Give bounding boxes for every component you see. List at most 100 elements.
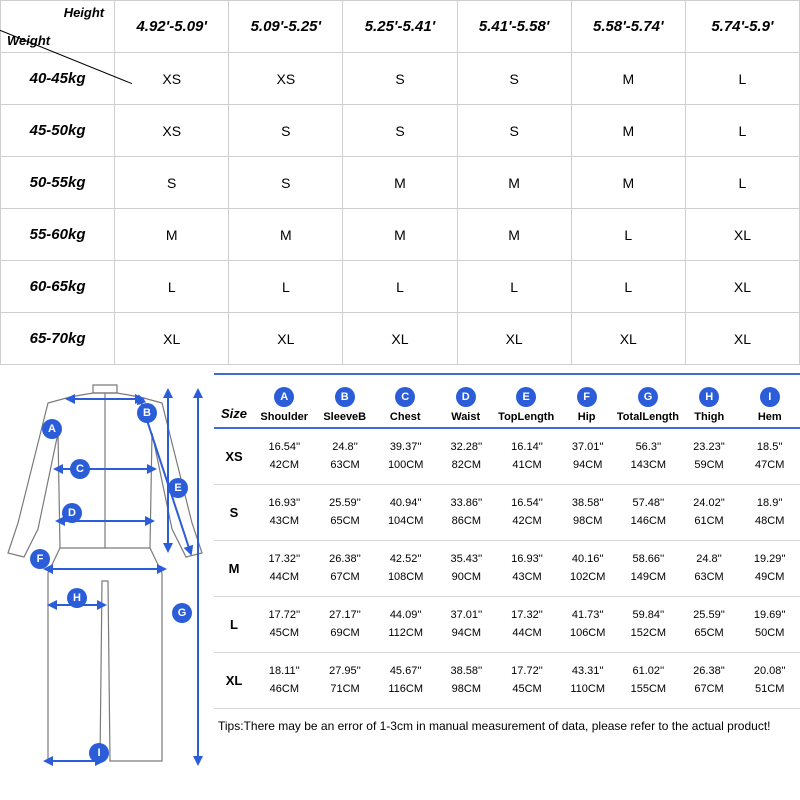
meas-col-letter-icon: E [516,387,536,407]
meas-cell: 41.73''106CM [557,597,618,652]
diagram-badge-a: A [42,419,62,439]
meas-col-letter-icon: G [638,387,658,407]
meas-col-label: Waist [435,411,495,423]
meas-cell: 25.59''65CM [679,597,740,652]
garment-svg [0,373,210,773]
size-cell: M [457,209,571,261]
size-cell: L [457,261,571,313]
size-cell: XL [685,261,799,313]
meas-cell: 37.01''94CM [436,597,497,652]
meas-col-header: D Waist [435,387,495,427]
size-cell: S [115,157,229,209]
size-cell: M [115,209,229,261]
meas-cell: 17.32''44CM [497,597,558,652]
meas-cell: 24.02''61CM [679,485,740,540]
size-cell: XL [229,313,343,365]
meas-cell: 20.08''51CM [739,653,800,708]
meas-cell: 23.23''59CM [679,429,740,484]
meas-cell: 18.11''46CM [254,653,315,708]
tips-text: Tips:There may be an error of 1-3cm in m… [214,709,800,733]
size-cell: S [229,157,343,209]
size-cell: M [343,157,457,209]
meas-col-header: AShoulder [254,387,314,427]
meas-cell: 44.09''112CM [375,597,436,652]
size-cell: XL [571,313,685,365]
meas-cell: 45.67''116CM [375,653,436,708]
size-cell: L [229,261,343,313]
meas-cell: 32.28''82CM [436,429,497,484]
meas-col-header: G TotalLength [617,387,679,427]
meas-cell: 24.8''63CM [679,541,740,596]
meas-cell: 18.5''47CM [739,429,800,484]
meas-cell: 26.38''67CM [315,541,376,596]
meas-cell: 19.29''49CM [739,541,800,596]
meas-col-header: HThigh [679,387,739,427]
meas-col-header: C Chest [375,387,435,427]
meas-cell: 16.14''41CM [497,429,558,484]
measurements-table: Size AShoulderBSleeveBCChestDWaistETopLe… [210,373,800,768]
meas-row: M17.32''44CM26.38''67CM42.52''108CM35.43… [214,541,800,597]
meas-col-label: Chest [375,411,435,423]
meas-cell: 17.72''45CM [254,597,315,652]
size-cell: M [343,209,457,261]
meas-col-letter-icon: C [395,387,415,407]
meas-col-letter-icon: F [577,387,597,407]
weight-label: Weight [7,33,50,48]
diagram-badge-f: F [30,549,50,569]
meas-cell: 18.9''48CM [739,485,800,540]
meas-cell: 61.02''155CM [618,653,679,708]
meas-cell: 38.58''98CM [557,485,618,540]
meas-col-label: TopLength [496,411,556,423]
meas-col-label: TotalLength [617,411,679,423]
measurements-header: Size AShoulderBSleeveBCChestDWaistETopLe… [214,373,800,429]
size-cell: L [115,261,229,313]
meas-cell: 25.59''65CM [315,485,376,540]
size-cell: XS [115,105,229,157]
height-col: 5.25'-5.41' [343,1,457,53]
size-cell: XL [685,313,799,365]
size-cell: XL [343,313,457,365]
size-cell: S [457,105,571,157]
size-cell: L [571,261,685,313]
meas-cell: 27.17''69CM [315,597,376,652]
meas-size-label: L [214,597,254,652]
meas-col-label: Shoulder [254,411,314,423]
height-col: 4.92'-5.09' [115,1,229,53]
meas-row: S16.93''43CM25.59''65CM40.94''104CM33.86… [214,485,800,541]
meas-cell: 37.01''94CM [557,429,618,484]
meas-cell: 40.94''104CM [375,485,436,540]
meas-cell: 42.52''108CM [375,541,436,596]
meas-cell: 24.8''63CM [315,429,376,484]
meas-col-label: Hem [740,411,800,423]
weight-row-header: 60-65kg [1,261,115,313]
size-cell: XL [115,313,229,365]
meas-row: XL18.11''46CM27.95''71CM45.67''116CM38.5… [214,653,800,709]
meas-size-label: M [214,541,254,596]
size-cell: S [343,53,457,105]
corner-cell: Height Weight [1,1,115,53]
meas-col-label: Thigh [679,411,739,423]
meas-col-header: BSleeveB [314,387,374,427]
weight-row-header: 45-50kg [1,105,115,157]
size-cell: S [343,105,457,157]
recommendation-table: Height Weight 4.92'-5.09' 5.09'-5.25' 5.… [0,0,800,365]
meas-cell: 19.69''50CM [739,597,800,652]
meas-col-header: FHip [556,387,616,427]
weight-row-header: 40-45kg [1,53,115,105]
size-cell: XL [685,209,799,261]
weight-row-header: 65-70kg [1,313,115,365]
meas-col-letter-icon: D [456,387,476,407]
meas-row: L17.72''45CM27.17''69CM44.09''112CM37.01… [214,597,800,653]
meas-cell: 35.43''90CM [436,541,497,596]
meas-cell: 38.58''98CM [436,653,497,708]
meas-col-header: E TopLength [496,387,556,427]
size-cell: L [685,105,799,157]
meas-cell: 26.38''67CM [679,653,740,708]
meas-cell: 57.48''146CM [618,485,679,540]
meas-cell: 16.54''42CM [254,429,315,484]
size-cell: L [343,261,457,313]
size-cell: S [457,53,571,105]
size-cell: M [229,209,343,261]
meas-cell: 16.93''43CM [497,541,558,596]
diagram-badge-d: D [62,503,82,523]
